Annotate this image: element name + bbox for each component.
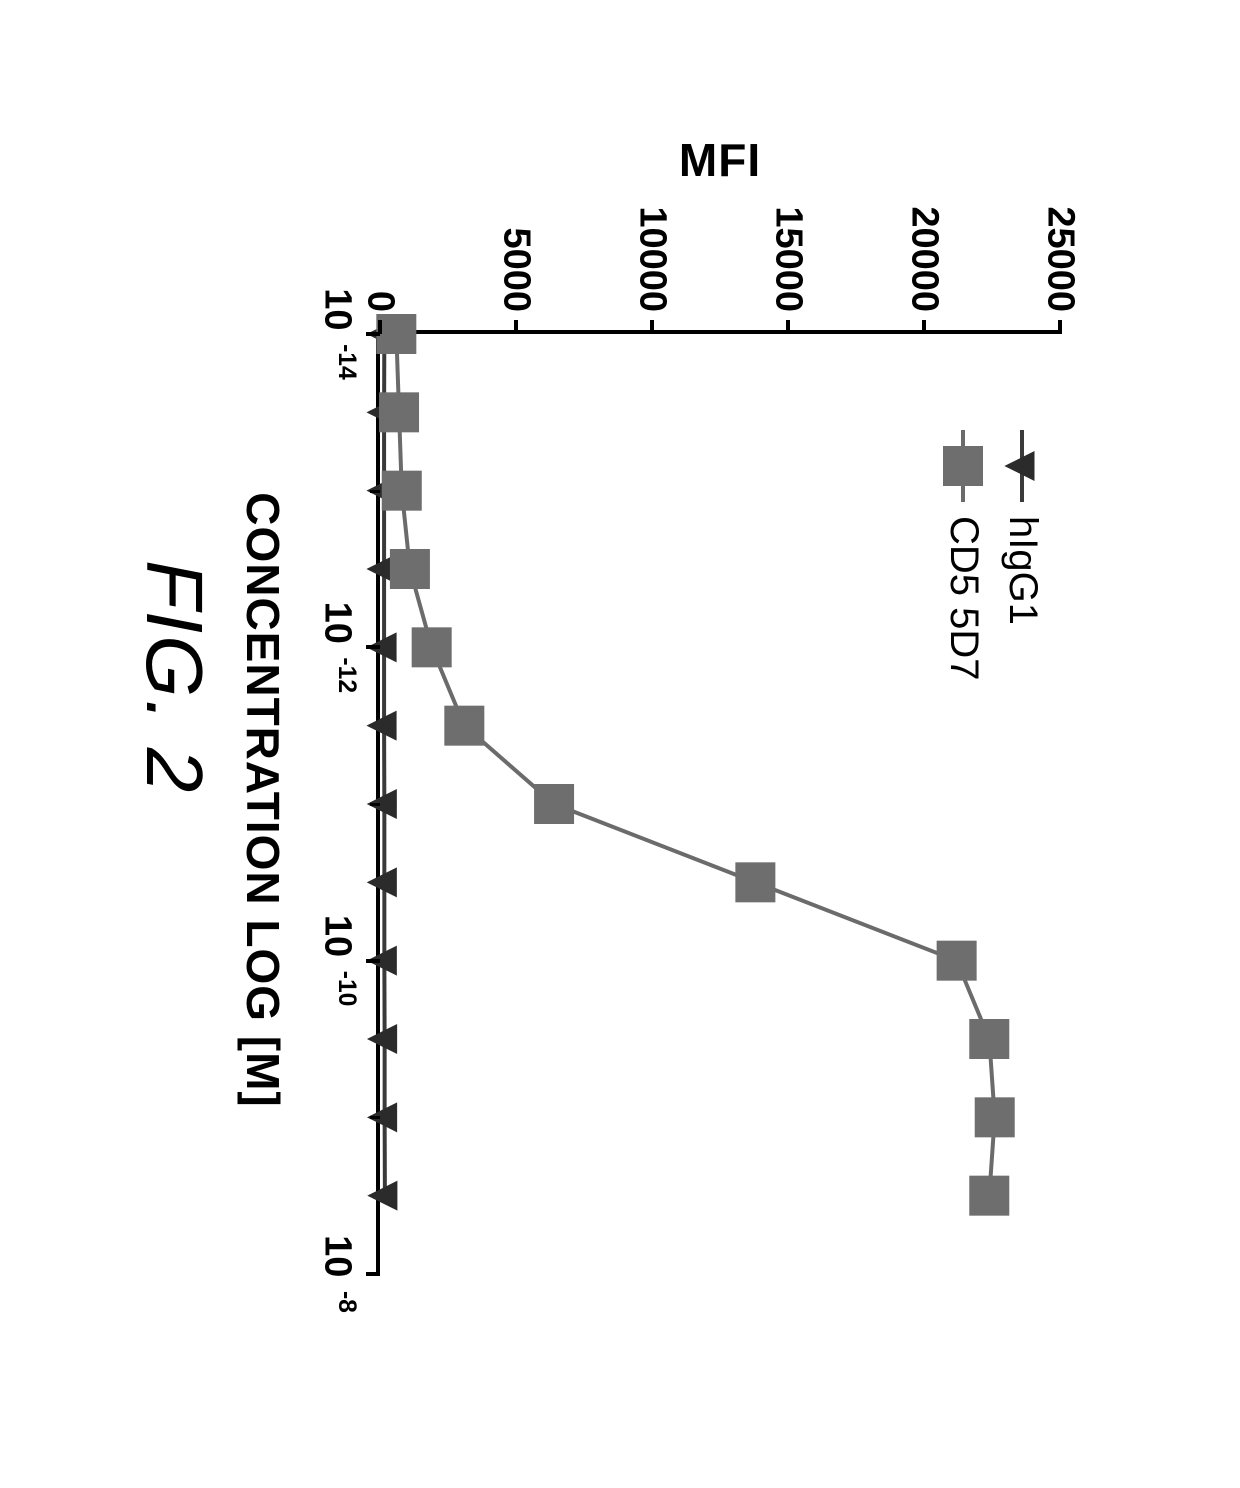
- x-tick-label: 10 -8: [315, 1235, 360, 1313]
- legend-item: CD5 5D7: [941, 430, 986, 681]
- x-minor-tick: [370, 490, 380, 493]
- figure-label-text: FIG. 2: [130, 560, 219, 794]
- series-marker: [969, 1019, 1009, 1059]
- series-marker: [367, 1181, 397, 1211]
- y-tick: [514, 320, 518, 334]
- legend-swatch: [944, 430, 984, 502]
- series-marker: [969, 1176, 1009, 1216]
- series-marker: [376, 314, 416, 354]
- legend-item: hIgG1: [1000, 430, 1045, 681]
- legend-label: hIgG1: [1000, 516, 1045, 625]
- series-line: [396, 334, 994, 1196]
- x-tick: [366, 959, 380, 963]
- legend: hIgG1 CD5 5D7: [927, 430, 1045, 681]
- y-axis-title-text: MFI: [679, 134, 761, 186]
- figure-label: FIG. 2: [128, 560, 220, 794]
- x-tick: [366, 1272, 380, 1276]
- series-marker: [367, 1024, 397, 1054]
- series-marker: [367, 867, 397, 897]
- y-tick-label: 15000: [767, 206, 810, 312]
- series-marker: [390, 549, 430, 589]
- chart-panel: MFI 0 5000 10000 15000 20000 25000 10 -14 10 -1…: [100, 100, 1100, 1340]
- x-tick: [366, 332, 380, 336]
- y-tick: [922, 320, 926, 334]
- series-marker: [366, 711, 396, 741]
- legend-swatch: [1003, 430, 1043, 502]
- series-marker: [735, 862, 775, 902]
- y-tick-label: 10000: [631, 206, 674, 312]
- y-tick-label: 25000: [1039, 206, 1082, 312]
- x-axis-title: CONCENTRATION LOG [M]: [236, 492, 290, 1108]
- series-line: [384, 334, 385, 1196]
- x-tick-label: 10 -10: [315, 915, 360, 1007]
- legend-label: CD5 5D7: [941, 516, 986, 681]
- y-tick: [786, 320, 790, 334]
- y-tick: [1058, 320, 1062, 334]
- x-tick-label: 10 -12: [315, 602, 360, 694]
- x-axis-title-text: CONCENTRATION LOG [M]: [237, 492, 289, 1108]
- y-tick-label: 0: [359, 291, 402, 312]
- series-marker: [382, 471, 422, 511]
- series-marker: [444, 706, 484, 746]
- series-marker: [379, 392, 419, 432]
- x-minor-tick: [370, 1116, 380, 1119]
- y-tick-label: 20000: [903, 206, 946, 312]
- x-tick: [366, 645, 380, 649]
- series-marker: [534, 784, 574, 824]
- series-marker: [937, 941, 977, 981]
- y-tick-label: 5000: [495, 227, 538, 312]
- x-minor-tick: [370, 803, 380, 806]
- series-marker: [975, 1097, 1015, 1137]
- y-tick: [650, 320, 654, 334]
- figure-stage: MFI 0 5000 10000 15000 20000 25000 10 -14 10 -1…: [0, 0, 1240, 1488]
- series-marker: [412, 627, 452, 667]
- x-tick-label: 10 -14: [315, 288, 360, 380]
- y-axis-title: MFI: [679, 133, 761, 187]
